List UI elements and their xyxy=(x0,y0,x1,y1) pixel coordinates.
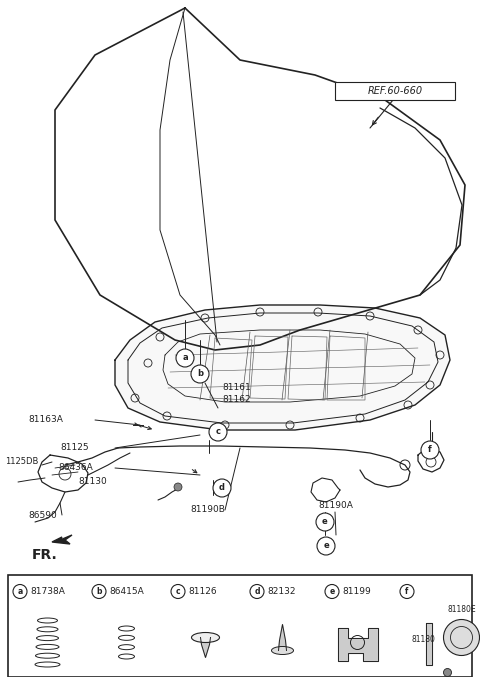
Circle shape xyxy=(325,584,339,598)
Text: a: a xyxy=(182,353,188,362)
Circle shape xyxy=(92,584,106,598)
Ellipse shape xyxy=(272,647,293,655)
Circle shape xyxy=(171,584,185,598)
Text: FR.: FR. xyxy=(32,548,58,562)
Circle shape xyxy=(209,423,227,441)
Text: 81190B: 81190B xyxy=(190,506,225,515)
Circle shape xyxy=(213,479,231,497)
Text: 1125DB: 1125DB xyxy=(5,458,38,466)
Bar xyxy=(335,82,455,100)
Text: a: a xyxy=(17,587,23,596)
Text: 86590: 86590 xyxy=(28,510,57,519)
Text: 81162: 81162 xyxy=(222,395,251,404)
Polygon shape xyxy=(278,624,287,651)
Polygon shape xyxy=(115,305,450,430)
Text: 81161: 81161 xyxy=(222,383,251,393)
Text: f: f xyxy=(405,587,408,596)
Text: b: b xyxy=(96,587,102,596)
Text: c: c xyxy=(216,427,220,437)
Text: 81130: 81130 xyxy=(78,477,107,487)
Circle shape xyxy=(191,365,209,383)
Text: 81199: 81199 xyxy=(342,587,371,596)
Text: d: d xyxy=(254,587,260,596)
Polygon shape xyxy=(425,622,432,665)
Text: f: f xyxy=(428,445,432,454)
Circle shape xyxy=(250,584,264,598)
Circle shape xyxy=(176,349,194,367)
Text: 81180: 81180 xyxy=(411,635,435,644)
Text: 81125: 81125 xyxy=(60,443,89,452)
Text: 81163A: 81163A xyxy=(28,416,63,424)
Text: b: b xyxy=(197,370,203,378)
Bar xyxy=(8,575,472,677)
Text: 81738A: 81738A xyxy=(30,587,65,596)
Circle shape xyxy=(444,619,480,655)
Circle shape xyxy=(421,441,439,459)
Ellipse shape xyxy=(192,632,219,642)
Circle shape xyxy=(316,513,334,531)
Text: REF.60-660: REF.60-660 xyxy=(367,86,422,96)
Circle shape xyxy=(317,537,335,555)
Text: 81190A: 81190A xyxy=(318,500,353,510)
Text: e: e xyxy=(329,587,335,596)
Text: d: d xyxy=(219,483,225,492)
Text: 86436A: 86436A xyxy=(58,464,93,473)
Circle shape xyxy=(13,584,27,598)
Text: 81126: 81126 xyxy=(188,587,216,596)
Polygon shape xyxy=(337,628,377,661)
Text: 82132: 82132 xyxy=(267,587,296,596)
Circle shape xyxy=(400,584,414,598)
Text: 86415A: 86415A xyxy=(109,587,144,596)
Polygon shape xyxy=(201,638,211,657)
Text: c: c xyxy=(176,587,180,596)
Polygon shape xyxy=(52,535,72,544)
Text: 81180E: 81180E xyxy=(447,605,476,615)
Text: e: e xyxy=(322,517,328,527)
Circle shape xyxy=(174,483,182,491)
Circle shape xyxy=(444,668,452,676)
Text: e: e xyxy=(323,542,329,550)
